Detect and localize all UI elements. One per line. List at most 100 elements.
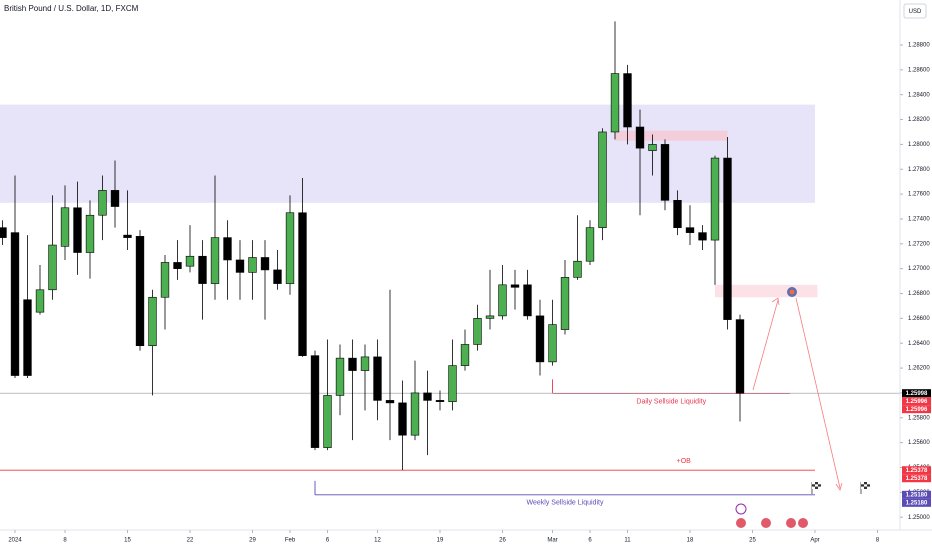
price-label: 1.25378 <box>906 476 928 482</box>
x-tick-label: Feb <box>285 538 296 544</box>
candle-body <box>585 227 595 262</box>
level-label: Daily Sellside Liquidity <box>636 398 706 405</box>
arrow-head <box>835 482 843 491</box>
candle-body <box>573 260 582 278</box>
axes: 1.250001.252001.254001.256001.258001.260… <box>8 43 931 544</box>
candle-body <box>0 227 7 238</box>
candle-body <box>160 262 170 298</box>
candle-body <box>148 296 157 347</box>
x-tick-label: 12 <box>374 538 381 544</box>
candle-body <box>373 356 382 401</box>
candle-body <box>723 157 732 320</box>
candle-body <box>110 190 120 207</box>
candle-body <box>285 212 295 284</box>
y-tick-label: 1.26800 <box>908 291 930 297</box>
candle-body <box>85 214 95 253</box>
y-tick-label: 1.28000 <box>908 142 930 148</box>
candle-body <box>273 269 282 284</box>
y-tick-label: 1.28800 <box>908 43 930 49</box>
y-tick-label: 1.26400 <box>908 341 930 347</box>
price-label-box <box>902 474 931 483</box>
y-tick-label: 1.27200 <box>908 241 930 247</box>
currency-box[interactable] <box>903 3 927 19</box>
candle-body <box>510 284 520 288</box>
x-tick-label: 8 <box>876 538 880 544</box>
price-label-box <box>902 389 931 398</box>
price-label-box <box>902 498 931 507</box>
x-tick-label: 29 <box>249 538 256 544</box>
candle-body <box>623 73 632 128</box>
candle-body <box>335 357 345 396</box>
candle-body <box>648 144 657 151</box>
x-tick-label: 22 <box>187 538 194 544</box>
price-label-box <box>902 490 931 499</box>
y-tick-label: 1.28400 <box>908 92 930 98</box>
y-tick-label: 1.26200 <box>908 366 930 372</box>
price-label-box <box>902 466 931 475</box>
y-tick-label: 1.25800 <box>908 415 930 421</box>
candle-body <box>360 356 370 371</box>
candle-body <box>535 315 545 363</box>
arrow-head <box>771 297 780 306</box>
candle-body <box>498 284 507 317</box>
currency-label[interactable]: USD <box>909 9 922 15</box>
candle-body <box>98 190 107 216</box>
candle-body <box>523 284 532 317</box>
price-label-box <box>902 397 931 406</box>
candle-body <box>298 212 307 356</box>
y-tick-label: 1.27400 <box>908 217 930 223</box>
y-tick-label: 1.26600 <box>908 316 930 322</box>
candle-body <box>35 289 45 313</box>
levels: Daily Sellside Liquidity +OB Weekly Sellsi… <box>0 379 900 507</box>
candle-body <box>23 299 32 376</box>
candle-body <box>598 131 607 228</box>
price-label: 1.25996 <box>906 407 928 413</box>
price-label-box <box>902 405 931 414</box>
zone <box>0 104 815 203</box>
candle-body <box>135 236 145 347</box>
x-tick-label: 19 <box>437 538 444 544</box>
candle-body <box>348 357 357 371</box>
y-tick-label: 1.27000 <box>908 266 930 272</box>
candle-body <box>673 200 682 228</box>
y-tick-label: 1.28600 <box>908 67 930 73</box>
candle-body <box>735 319 745 394</box>
candle-body <box>323 395 332 448</box>
price-label: 1.25998 <box>906 391 928 397</box>
zones <box>0 104 818 298</box>
zone <box>615 130 728 141</box>
price-label: 1.25180 <box>906 500 928 506</box>
candle-body <box>548 324 557 363</box>
candle-body <box>123 234 132 238</box>
candles <box>0 21 745 470</box>
candle-body <box>185 255 195 267</box>
candle-body <box>448 365 457 402</box>
price-label: 1.25378 <box>906 468 928 474</box>
candle-body <box>385 400 395 404</box>
x-tick-label: Apr <box>810 538 819 544</box>
candle-body <box>60 207 70 247</box>
x-tick-label: 6 <box>326 538 330 544</box>
candle-body <box>173 262 182 269</box>
candle-body <box>698 232 707 241</box>
candle-body <box>460 344 470 366</box>
candle-body <box>473 318 482 345</box>
candle-body <box>398 402 407 436</box>
price-label: 1.25996 <box>906 399 928 405</box>
candle-body <box>223 237 232 261</box>
candle-body <box>410 392 420 436</box>
level-label: +OB <box>677 458 692 465</box>
y-tick-label: 1.25000 <box>908 515 930 521</box>
candle-body <box>710 157 720 241</box>
candle-body <box>610 73 620 133</box>
candle-body <box>660 144 670 201</box>
candle-body <box>423 392 432 401</box>
x-tick-label: 18 <box>687 538 694 544</box>
candle-body <box>235 259 245 273</box>
price-label: 1.25180 <box>906 492 928 498</box>
finish-flag <box>860 482 870 494</box>
candle-body <box>310 355 320 448</box>
candle-body <box>210 237 220 284</box>
y-tick-label: 1.27600 <box>908 192 930 198</box>
candle-body <box>560 277 570 330</box>
